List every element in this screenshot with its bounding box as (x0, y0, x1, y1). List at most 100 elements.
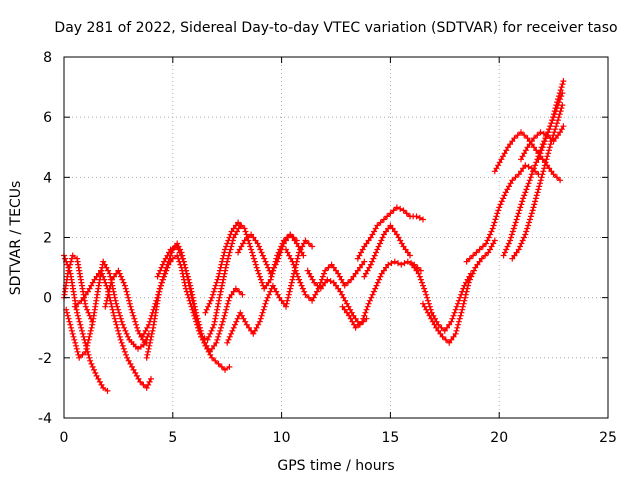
data-point (449, 315, 456, 322)
data-point (88, 324, 95, 331)
data-point (314, 282, 321, 289)
data-point (215, 360, 222, 367)
data-point (258, 249, 265, 256)
data-point (79, 351, 86, 358)
data-point (479, 243, 486, 250)
data-point (145, 345, 152, 352)
data-point (116, 309, 122, 316)
data-point (459, 303, 466, 310)
x-axis-title: GPS time / hours (277, 458, 394, 474)
data-point (421, 285, 428, 292)
data-point (120, 279, 127, 286)
data-point (253, 324, 260, 331)
data-point (508, 231, 515, 238)
y-tick-label: 0 (43, 291, 52, 307)
data-point (209, 354, 215, 361)
data-point (362, 309, 369, 316)
data-point (193, 312, 200, 319)
data-point (69, 330, 76, 337)
data-point (146, 342, 153, 349)
data-point (250, 252, 256, 259)
data-point (120, 345, 127, 352)
data-point (207, 297, 214, 304)
data-point (546, 126, 553, 133)
data-point (419, 279, 425, 286)
data-point (106, 270, 113, 277)
data-point (415, 270, 422, 277)
data-point (221, 249, 228, 256)
data-point (325, 264, 332, 271)
data-point (100, 384, 107, 391)
data-point (455, 321, 462, 328)
data-point (115, 330, 122, 337)
data-point (367, 261, 374, 268)
data-point (279, 243, 286, 250)
data-point (267, 288, 274, 295)
series-track-16 (361, 222, 413, 280)
data-point (223, 306, 230, 313)
data-point (85, 309, 92, 316)
data-point (265, 264, 272, 271)
data-point (490, 222, 497, 229)
data-point (424, 294, 431, 301)
data-point (283, 300, 290, 307)
data-point (554, 120, 560, 127)
data-point (116, 333, 123, 340)
data-point (403, 210, 410, 217)
data-point (254, 240, 261, 247)
data-point (131, 315, 138, 322)
data-point (438, 324, 445, 331)
data-point (273, 288, 280, 295)
data-point (391, 258, 398, 265)
data-point (106, 285, 113, 292)
data-point (417, 276, 424, 283)
data-point (118, 339, 125, 346)
data-point (292, 267, 299, 274)
data-point (539, 144, 546, 151)
data-point (219, 255, 226, 262)
data-point (463, 258, 470, 265)
data-point (66, 264, 73, 271)
data-point (157, 267, 164, 274)
data-point (75, 315, 82, 322)
data-point (488, 228, 495, 235)
data-point (514, 132, 521, 139)
data-point (87, 330, 94, 337)
data-point (470, 252, 477, 259)
data-point (300, 252, 307, 259)
data-point (319, 273, 326, 280)
data-point (195, 318, 202, 325)
data-point (290, 261, 297, 268)
series-track-24 (535, 78, 567, 163)
data-point (228, 243, 235, 250)
data-point (154, 273, 161, 280)
data-point (222, 246, 228, 253)
data-point (108, 279, 115, 286)
data-point (89, 363, 96, 370)
data-point (156, 285, 163, 292)
data-point (483, 240, 490, 247)
data-point (321, 270, 327, 277)
data-point (144, 324, 151, 331)
data-point (476, 246, 483, 253)
data-point (221, 312, 228, 319)
data-point (164, 252, 171, 259)
series-track-3 (63, 258, 150, 361)
data-point (422, 288, 429, 295)
data-point (541, 165, 548, 172)
data-point (115, 267, 122, 274)
data-point (532, 195, 539, 202)
data-point (361, 258, 368, 265)
data-point (522, 231, 529, 238)
data-point (68, 258, 74, 265)
data-series (61, 78, 567, 394)
data-point (385, 261, 392, 268)
data-point (543, 156, 550, 163)
data-point (507, 237, 514, 244)
data-point (227, 231, 234, 238)
data-point (109, 306, 116, 313)
data-point (439, 333, 446, 340)
data-point (108, 303, 115, 310)
data-point (74, 309, 81, 316)
data-point (185, 276, 192, 283)
